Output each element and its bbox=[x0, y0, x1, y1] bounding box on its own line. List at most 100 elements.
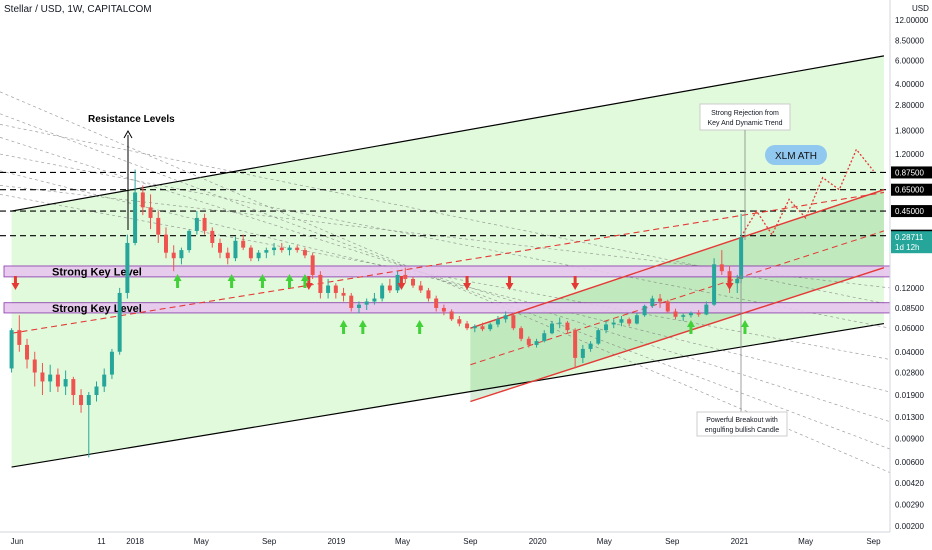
candle-body bbox=[696, 312, 701, 315]
candle-body bbox=[86, 395, 91, 406]
candle-body bbox=[272, 247, 277, 251]
currency-label: USD bbox=[912, 4, 929, 13]
projection-path bbox=[740, 148, 874, 237]
candle-body bbox=[63, 379, 68, 387]
candle-body bbox=[356, 304, 361, 308]
x-tick-label: Jun bbox=[11, 537, 24, 546]
x-tick-label: Sep bbox=[665, 537, 680, 546]
channel-mid-dashed bbox=[470, 230, 885, 366]
candle-body bbox=[202, 217, 207, 231]
y-tick-label: 0.00900 bbox=[895, 434, 924, 443]
down-arrow-icon bbox=[11, 276, 20, 290]
y-tick-label: 0.00290 bbox=[895, 500, 924, 509]
y-tick-label: 0.00600 bbox=[895, 458, 924, 467]
y-tick-label: 0.00420 bbox=[895, 479, 924, 488]
candle-body bbox=[619, 319, 624, 323]
candle-body bbox=[326, 285, 331, 293]
candle-body bbox=[310, 255, 315, 275]
candle-body bbox=[109, 351, 114, 375]
ath-bubble bbox=[765, 145, 827, 165]
x-tick-label: May bbox=[395, 537, 410, 546]
current-price-text: 0.28711 bbox=[895, 233, 924, 242]
candle-body bbox=[40, 372, 45, 382]
up-arrow-icon bbox=[300, 274, 309, 288]
y-tick-label: 0.04000 bbox=[895, 348, 924, 357]
y-tick-label: 1.20000 bbox=[895, 150, 924, 159]
y-tick-label: 4.00000 bbox=[895, 80, 924, 89]
candle-body bbox=[225, 252, 230, 259]
candle-body bbox=[79, 395, 84, 406]
candle-body bbox=[133, 192, 138, 243]
candle-body bbox=[688, 312, 693, 316]
annotations: Resistance Levels Strong Rejection from Ke… bbox=[88, 103, 827, 437]
candle-body bbox=[712, 264, 717, 305]
x-tick-label: May bbox=[798, 537, 813, 546]
candle-body bbox=[71, 379, 76, 396]
down-arrow-icon bbox=[505, 276, 514, 290]
candle-body bbox=[411, 278, 416, 286]
down-arrow-icon bbox=[304, 276, 313, 290]
rejection-callout-text: Key And Dynamic Trend bbox=[707, 120, 782, 127]
y-tick-label: 0.02800 bbox=[895, 368, 924, 377]
x-tick-label: 11 bbox=[97, 537, 106, 546]
dynamic-trend-dashed bbox=[11, 191, 885, 334]
down-arrow-icon bbox=[725, 276, 734, 290]
candle-body bbox=[596, 330, 601, 344]
candle-body bbox=[739, 237, 744, 279]
candle-body bbox=[665, 301, 670, 312]
resistance-levels-label: Resistance Levels bbox=[88, 114, 175, 125]
candle-body bbox=[488, 324, 493, 330]
candle-body bbox=[125, 242, 130, 293]
candle-body bbox=[318, 274, 323, 293]
candle-body bbox=[140, 192, 145, 208]
candle-body bbox=[526, 338, 531, 345]
candle-body bbox=[94, 386, 99, 396]
candle-body bbox=[279, 247, 284, 251]
up-arrow-icon bbox=[227, 274, 236, 288]
big-channel-fill bbox=[11, 55, 884, 468]
up-arrow-icon bbox=[173, 274, 182, 288]
candle-body bbox=[248, 247, 253, 259]
channel-top-line bbox=[11, 55, 885, 212]
x-tick-label: 2020 bbox=[529, 537, 547, 546]
candle-body bbox=[642, 305, 647, 316]
candle-body bbox=[218, 242, 223, 253]
current-price-tag bbox=[891, 231, 932, 254]
down-arrow-icon bbox=[463, 276, 472, 290]
y-tick-label: 0.08500 bbox=[895, 304, 924, 313]
up-arrow-icon bbox=[686, 320, 695, 334]
candle-body bbox=[364, 301, 369, 305]
up-arrow-icon bbox=[285, 274, 294, 288]
breakout-callout-text: Powerful Breakout with bbox=[706, 417, 778, 424]
candle-body bbox=[210, 230, 215, 243]
key-zone-label: Strong Key Level bbox=[52, 303, 142, 315]
candle-body bbox=[256, 252, 261, 259]
candle-body bbox=[102, 374, 107, 387]
candle-body bbox=[480, 326, 485, 330]
y-tick-label: 1.80000 bbox=[895, 127, 924, 136]
candle-body bbox=[557, 322, 562, 324]
x-tick-label: 2018 bbox=[126, 537, 144, 546]
price-level-tag bbox=[891, 166, 932, 179]
candle-body bbox=[187, 230, 192, 251]
up-arrow-icon bbox=[339, 320, 348, 334]
candle-body bbox=[148, 207, 153, 218]
candle-body bbox=[341, 292, 346, 296]
breakout-callout-box bbox=[696, 411, 788, 437]
candle-body bbox=[179, 250, 184, 259]
candle-body bbox=[565, 322, 570, 331]
candle-body bbox=[719, 264, 724, 272]
y-tick-label: 8.50000 bbox=[895, 36, 924, 45]
candle-body bbox=[704, 304, 709, 315]
countdown-text: 1d 12h bbox=[895, 243, 919, 252]
candle-body bbox=[449, 311, 454, 320]
candle-body bbox=[17, 330, 22, 345]
price-level-tag bbox=[891, 183, 932, 196]
candle-body bbox=[264, 250, 269, 253]
candle-body bbox=[465, 323, 470, 329]
key-zone-label: Strong Key Level bbox=[52, 266, 142, 278]
y-tick-label: 0.00200 bbox=[895, 522, 924, 531]
chart-title: Stellar / USD, 1W, CAPITALCOM bbox=[4, 4, 152, 15]
